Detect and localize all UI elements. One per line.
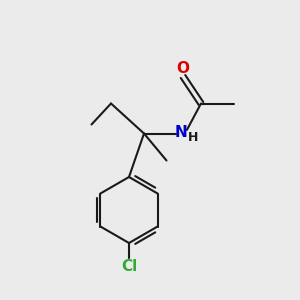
Text: Cl: Cl xyxy=(121,259,137,274)
Text: H: H xyxy=(188,130,198,144)
Text: N: N xyxy=(175,125,188,140)
Text: O: O xyxy=(176,61,190,76)
